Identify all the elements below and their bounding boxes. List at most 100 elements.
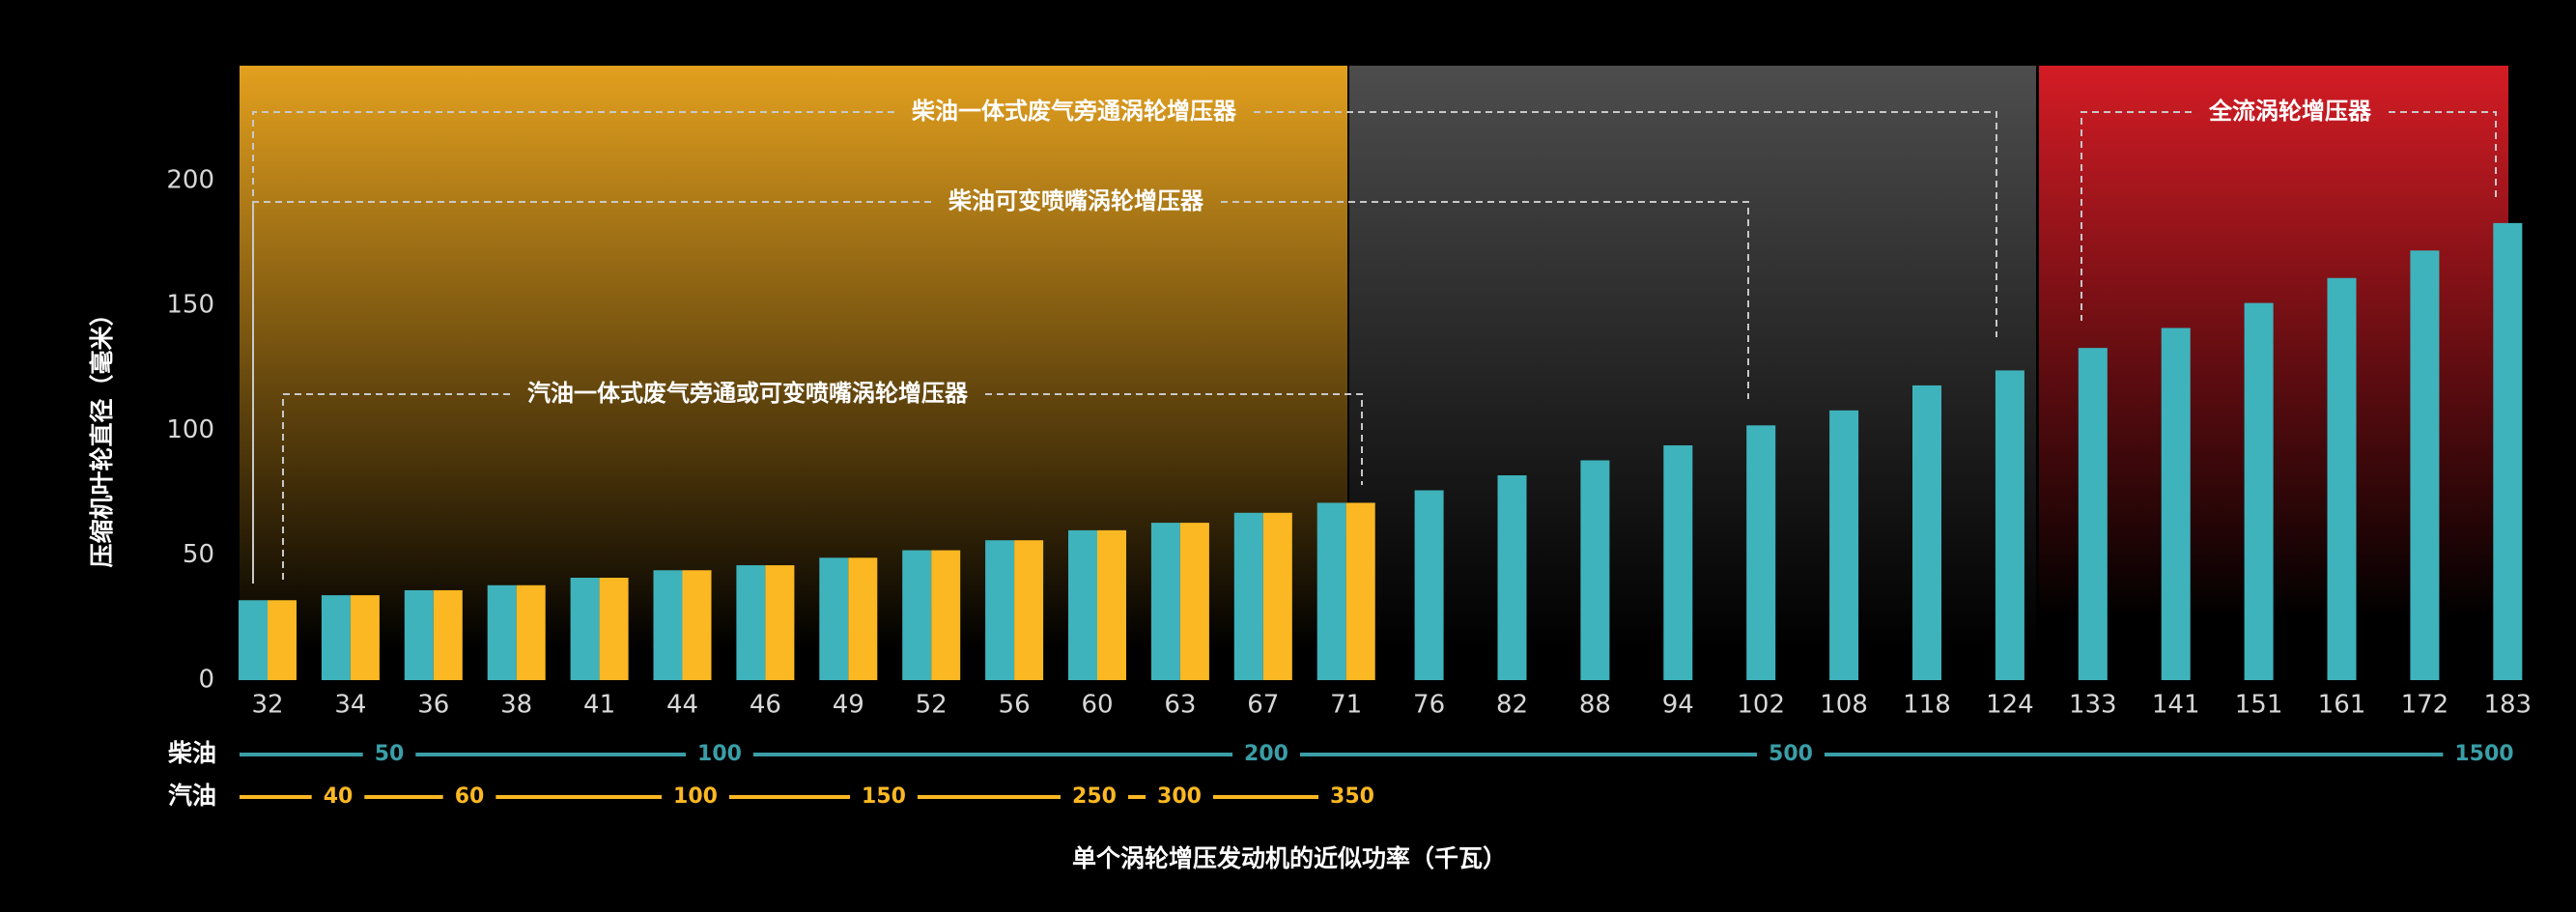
bar <box>1262 512 1292 680</box>
x-tick-label: 118 <box>1903 691 1951 720</box>
bar <box>516 584 546 680</box>
x-tick-label: 71 <box>1330 691 1362 720</box>
x-tick-label: 46 <box>750 691 781 720</box>
x-tick-label: 172 <box>2401 691 2449 720</box>
bar <box>239 600 268 680</box>
bar <box>765 565 795 680</box>
y-tick-label: 0 <box>198 666 214 695</box>
bracket <box>1221 201 1749 399</box>
x-tick-label: 183 <box>2483 691 2532 720</box>
power-label: 300 <box>1157 784 1202 809</box>
bar <box>902 550 932 680</box>
bar <box>570 578 600 680</box>
bar <box>1746 425 1776 680</box>
bar <box>487 584 517 680</box>
bracket <box>252 201 931 584</box>
bar <box>1233 512 1263 680</box>
power-label: 40 <box>324 784 354 809</box>
power-label: 150 <box>862 784 906 809</box>
x-tick-label: 124 <box>1986 691 2034 720</box>
y-axis-title: 压缩机叶轮直径（毫米） <box>88 301 116 567</box>
bar <box>2410 250 2440 680</box>
bar <box>931 550 961 680</box>
bracket <box>2081 111 2192 321</box>
x-tick-label: 44 <box>666 691 698 720</box>
x-tick-label: 49 <box>833 691 864 720</box>
bracket <box>282 393 510 584</box>
annotation: 柴油可变喷嘴涡轮增压器 <box>948 187 1204 214</box>
x-tick-label: 151 <box>2235 691 2283 720</box>
bar <box>2078 348 2108 680</box>
bar <box>2161 328 2191 680</box>
power-label: 200 <box>1244 742 1288 766</box>
annotation: 柴油一体式废气旁通涡轮增压器 <box>911 98 1237 125</box>
bar <box>1414 490 1444 680</box>
power-label: 50 <box>375 742 405 766</box>
bar <box>2327 277 2357 680</box>
row-label: 柴油 <box>168 739 216 767</box>
power-label: 100 <box>697 742 742 766</box>
annotation: 汽油一体式废气旁通或可变喷嘴涡轮增压器 <box>527 380 969 407</box>
bar <box>268 600 297 680</box>
x-tick-label: 76 <box>1413 691 1445 720</box>
bar <box>2244 302 2274 680</box>
x-tick-label: 161 <box>2318 691 2366 720</box>
annotation: 全流涡轮增压器 <box>2208 98 2372 125</box>
bar <box>1150 523 1180 680</box>
bar <box>985 540 1015 680</box>
x-tick-label: 102 <box>1737 691 1785 720</box>
bracket <box>252 111 894 584</box>
x-tick-label: 32 <box>251 691 283 720</box>
bar <box>1345 502 1375 680</box>
bar <box>321 595 351 680</box>
bar <box>1580 460 1610 680</box>
bar <box>1829 410 1859 680</box>
power-label: 60 <box>455 784 485 809</box>
bar <box>1316 502 1346 680</box>
power-label: 350 <box>1330 784 1374 809</box>
x-tick-label: 108 <box>1820 691 1868 720</box>
bar <box>350 595 380 680</box>
x-tick-label: 38 <box>500 691 532 720</box>
bar <box>1663 444 1693 680</box>
bar <box>819 557 849 680</box>
y-tick-label: 50 <box>183 540 214 569</box>
bracket <box>2389 111 2497 199</box>
bar <box>736 565 766 680</box>
bar <box>1995 370 2024 680</box>
bar <box>1097 529 1126 680</box>
bar <box>1179 523 1209 680</box>
bar <box>653 570 683 680</box>
x-tick-label: 63 <box>1164 691 1196 720</box>
bar <box>2493 222 2523 680</box>
row-label: 汽油 <box>168 782 216 810</box>
x-tick-label: 94 <box>1662 691 1694 720</box>
bar <box>404 589 434 680</box>
x-tick-label: 56 <box>999 691 1031 720</box>
bar <box>682 570 712 680</box>
x-tick-label: 34 <box>334 691 366 720</box>
x-tick-label: 36 <box>417 691 449 720</box>
y-tick-label: 100 <box>166 415 214 444</box>
x-tick-label: 141 <box>2152 691 2200 720</box>
bar <box>433 589 463 680</box>
power-label: 500 <box>1769 742 1813 766</box>
x-tick-label: 41 <box>583 691 615 720</box>
bar <box>1912 385 1941 680</box>
x-axis-title: 单个涡轮增压发动机的近似功率（千瓦） <box>1072 844 1507 872</box>
bar <box>1014 540 1044 680</box>
x-tick-label: 133 <box>2069 691 2117 720</box>
power-label: 250 <box>1072 784 1117 809</box>
x-tick-label: 60 <box>1081 691 1113 720</box>
bar <box>599 578 629 680</box>
power-label: 100 <box>673 784 718 809</box>
bracket <box>985 393 1363 485</box>
bar <box>1068 529 1097 680</box>
bracket <box>1254 111 1997 337</box>
y-tick-label: 200 <box>166 165 214 194</box>
bar <box>1497 475 1527 680</box>
bar <box>848 557 878 680</box>
power-label: 1500 <box>2454 742 2513 766</box>
